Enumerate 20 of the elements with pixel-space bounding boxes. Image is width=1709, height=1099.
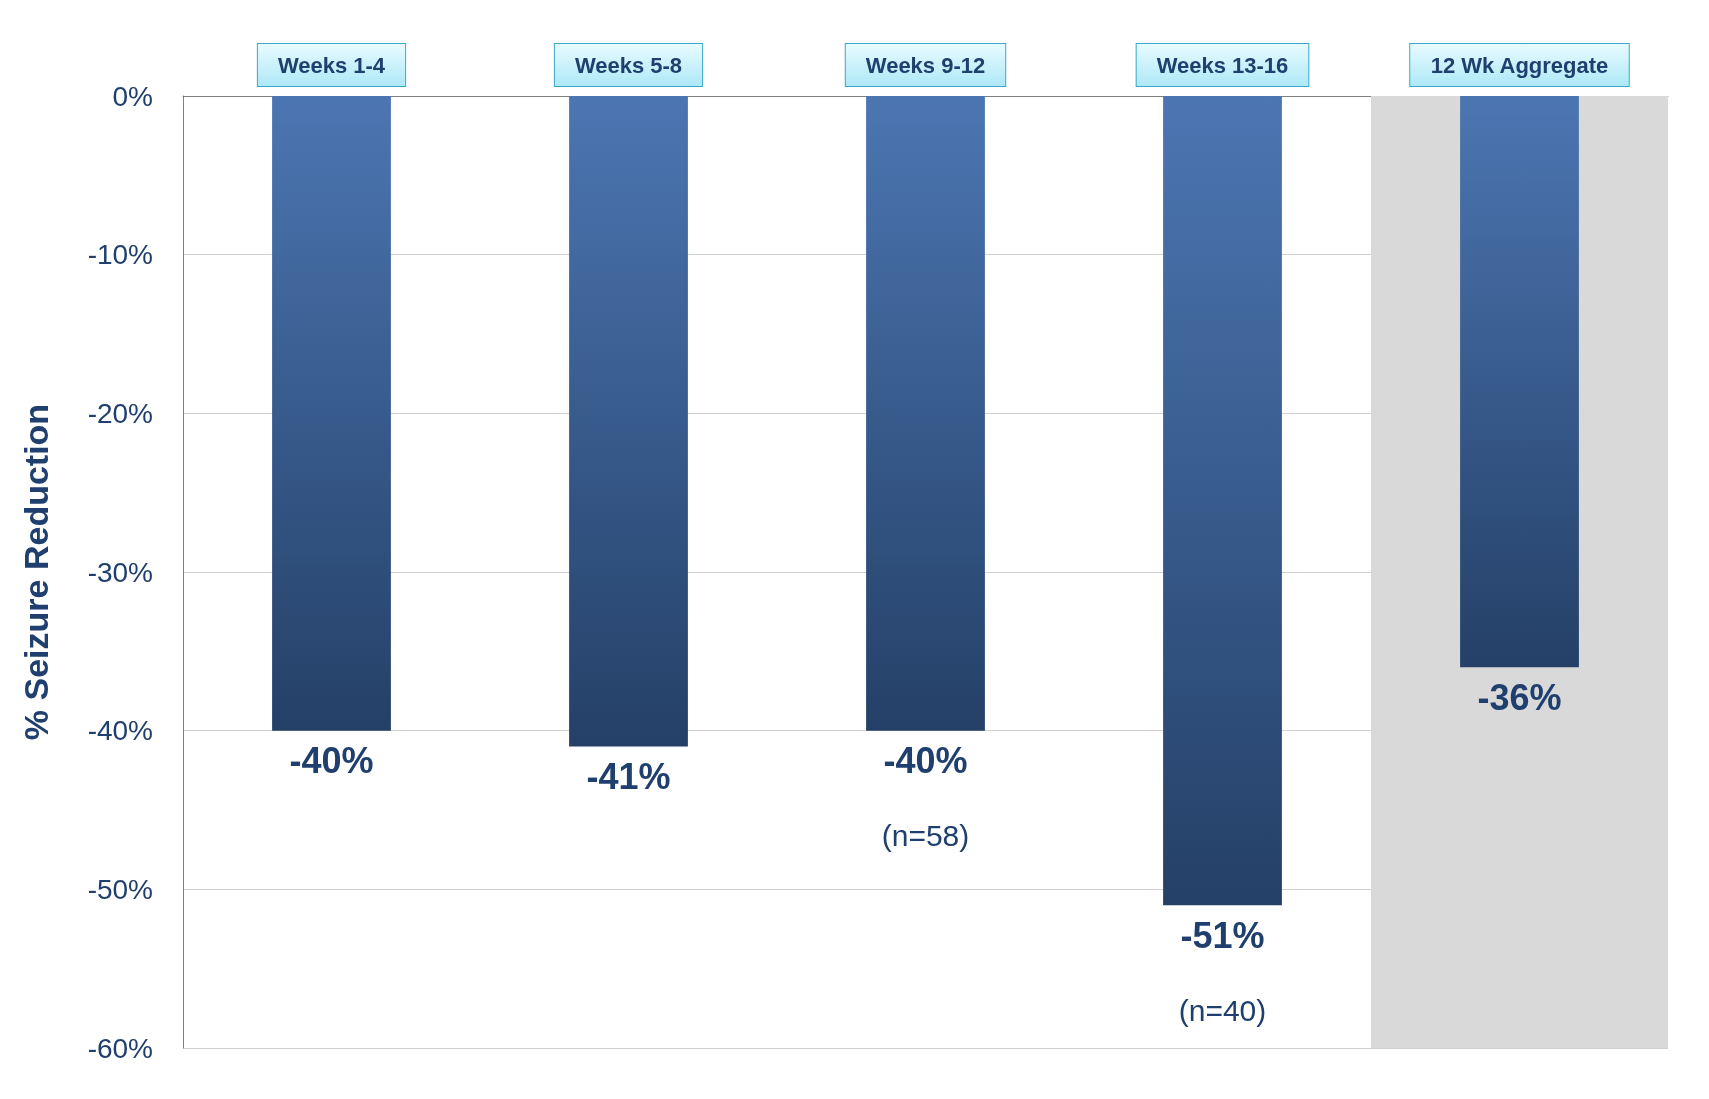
y-tick-label: -40% (87, 715, 153, 747)
x-tick-label: 12 Wk Aggregate (1430, 52, 1609, 78)
annotation: (n=58) (881, 819, 970, 853)
y-tick-label: -30% (87, 556, 153, 588)
x-tick-label: Weeks 9-12 (865, 52, 986, 78)
data-label: -40% (883, 740, 968, 782)
y-tick-label: -60% (87, 1032, 153, 1064)
y-tick-label: -20% (87, 397, 153, 429)
annotation: (n=40) (1178, 993, 1267, 1027)
data-label: -36% (1477, 676, 1562, 718)
y-tick-label: -10% (87, 239, 153, 271)
y-tick-label: 0% (112, 80, 153, 112)
data-label: -51% (1180, 914, 1265, 956)
x-tick-label: Weeks 1-4 (277, 52, 386, 78)
y-tick-label: -50% (87, 873, 153, 905)
data-label: -40% (289, 740, 374, 782)
data-label: -41% (586, 756, 671, 798)
x-tick-label: Weeks 5-8 (574, 52, 683, 78)
x-tick-label: Weeks 13-16 (1156, 52, 1289, 78)
y-axis-title: % Seizure Reduction (17, 403, 55, 741)
